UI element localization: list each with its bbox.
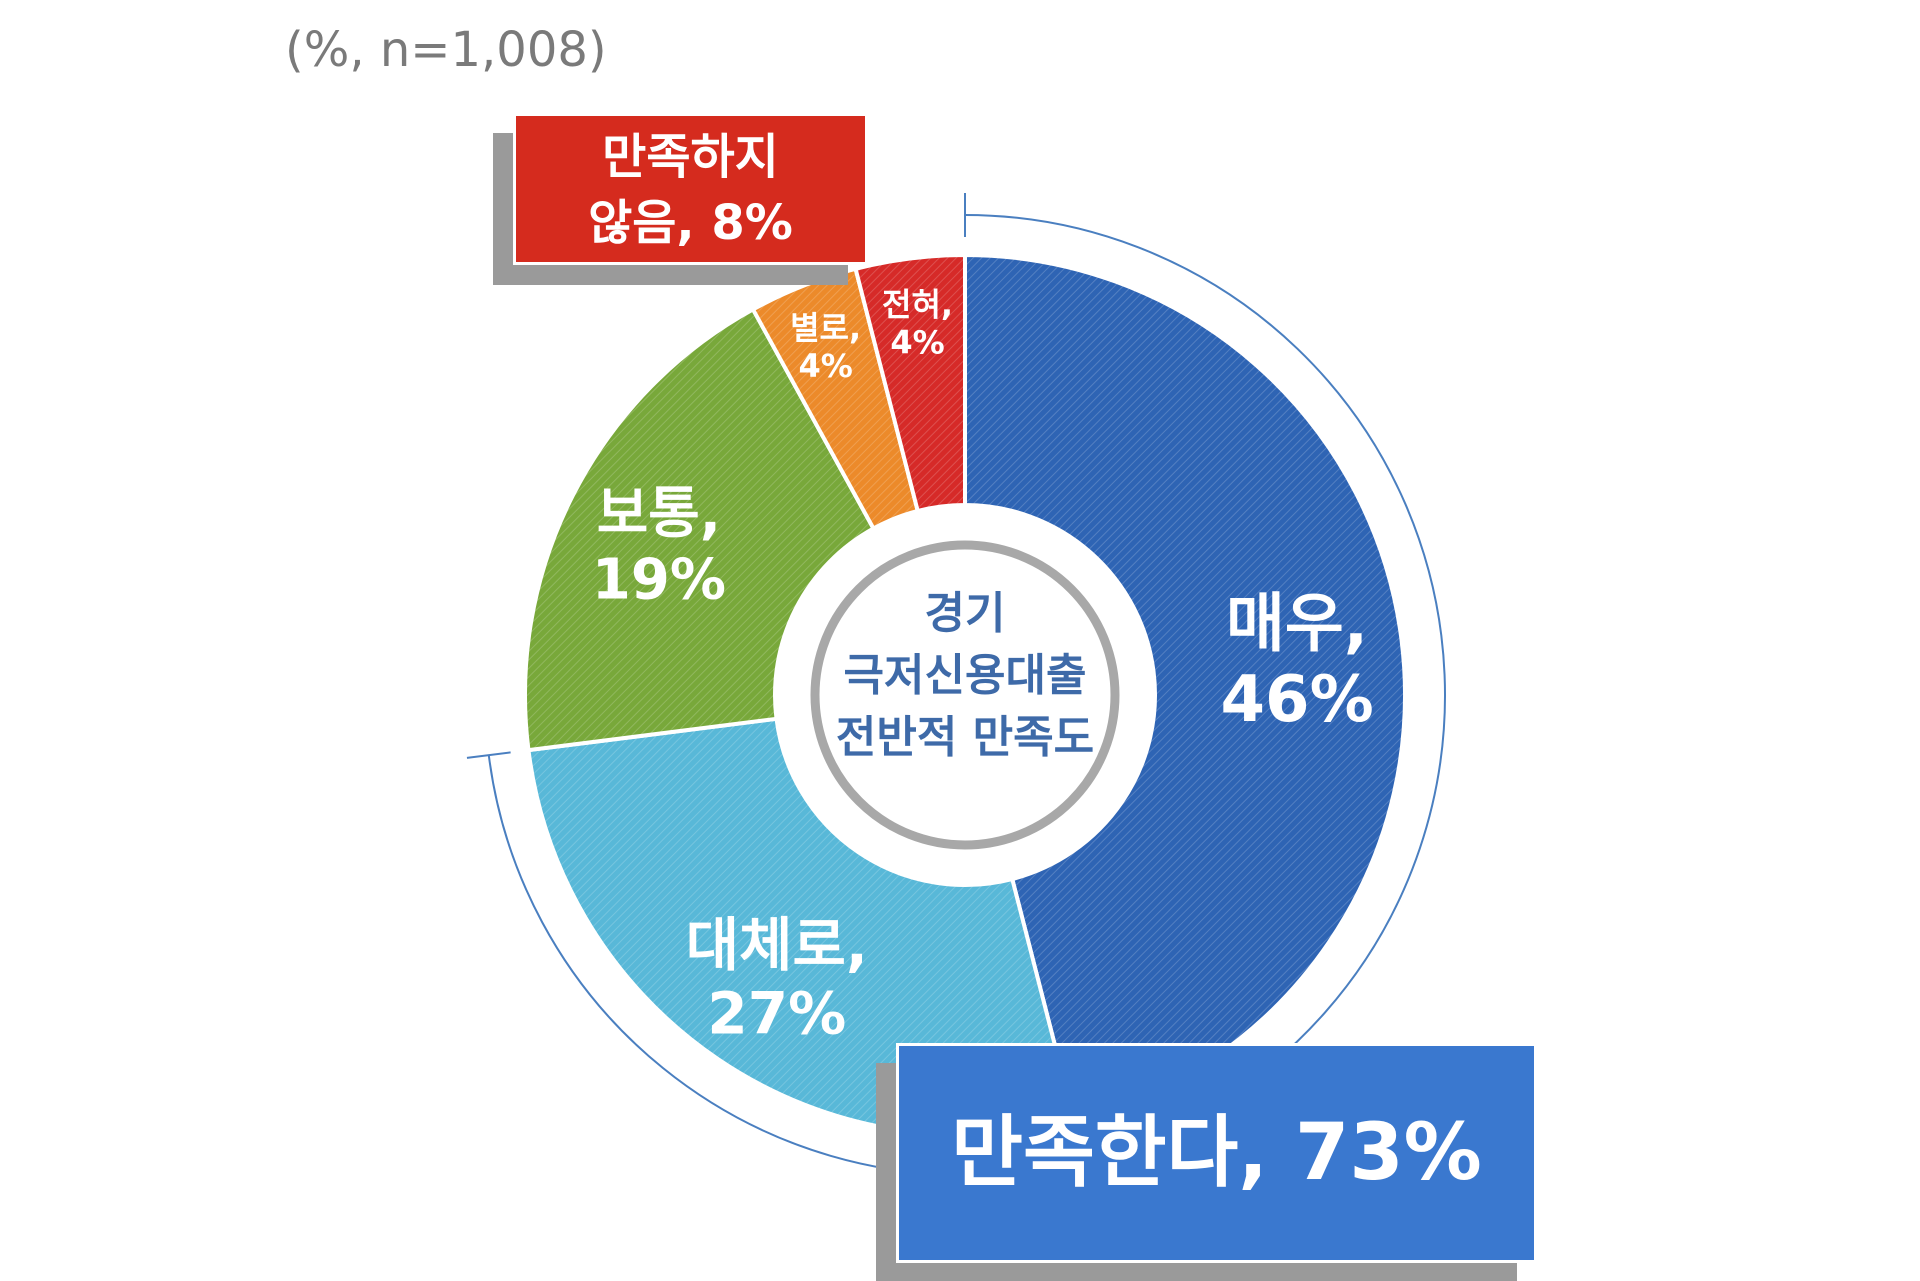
center-ring [810,540,1120,850]
label-layer: 매우,46%대체로,27%보통,19%별로,4%전혀,4% [592,286,1374,1048]
satisfied-bracket-end-tick [466,751,511,759]
slice-hatch-4 [855,255,965,511]
center-label-line1: 경기 [925,588,1006,639]
slice-value-2: 19% [592,548,726,613]
satisfied-summary-box: 만족한다, 73% [896,1043,1537,1263]
slice-label-2: 보통, [597,481,721,546]
slice-hatch-3 [753,268,918,529]
not-satisfied-summary-box: 만족하지 않음, 8% [513,113,868,265]
slice-label-4: 전혀, [882,286,953,324]
slice-value-1: 27% [707,979,846,1047]
unit-note: (%, n=1,008) [285,22,607,78]
satisfied-label: 만족한다, 73% [951,1108,1482,1198]
center-label-line3: 전반적 만족도 [836,712,1094,763]
slice-value-4: 4% [890,323,944,361]
slice-layer [523,252,1407,1137]
center-label-line2: 극저신용대출 [844,650,1087,701]
slice-label-3: 별로, [790,309,861,347]
slice-hatch-2 [525,309,874,751]
slice-label-1: 대체로, [686,911,868,979]
satisfied-bracket-arc [487,214,1446,1176]
slice-hatch-0 [965,255,1405,1122]
bracket-layer [466,193,1446,1176]
not-satisfied-line1: 만족하지 [602,129,779,185]
slice-hatch-1 [528,718,1075,1136]
slice-value-3: 4% [798,347,852,385]
slice-value-0: 46% [1221,663,1374,737]
center-layer: 경기 극저신용대출 전반적 만족도 [775,505,1155,885]
not-satisfied-line2: 않음, 8% [588,195,793,251]
slice-label-0: 매우, [1226,587,1368,661]
